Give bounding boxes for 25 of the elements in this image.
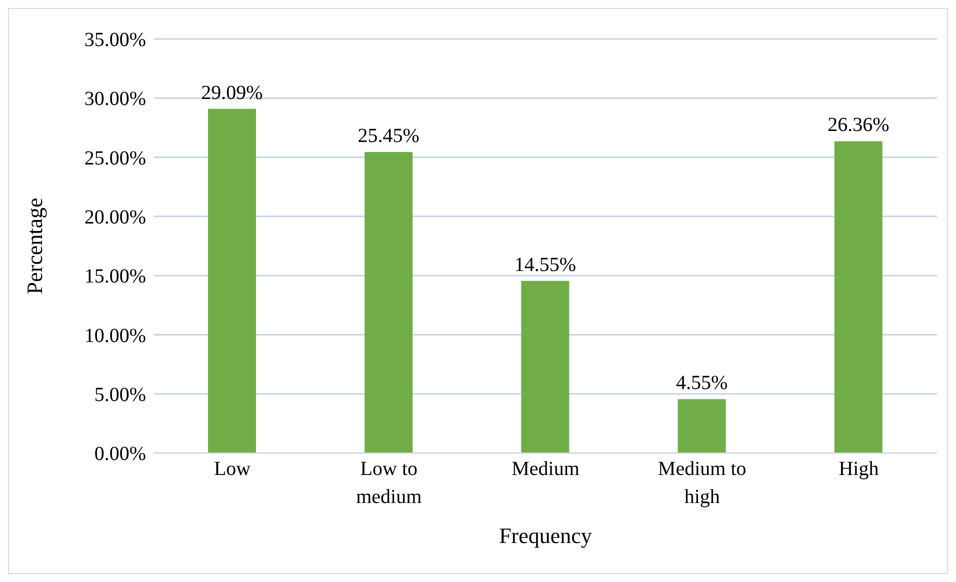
bar bbox=[208, 108, 256, 453]
data-label: 14.55% bbox=[514, 254, 576, 276]
x-tick-label: Medium to high bbox=[658, 458, 746, 508]
y-tick-label: 10.00% bbox=[84, 324, 146, 347]
x-tick-label: Low to medium bbox=[356, 458, 422, 508]
bar bbox=[364, 152, 413, 453]
y-tick-label: 20.00% bbox=[84, 206, 146, 229]
x-tick-label: Medium bbox=[512, 458, 580, 480]
y-tick-label: 5.00% bbox=[94, 384, 146, 406]
y-tick-label: 30.00% bbox=[84, 88, 146, 110]
data-label: 4.55% bbox=[676, 372, 728, 394]
bar bbox=[678, 399, 726, 453]
y-tick-label: 0.00% bbox=[94, 443, 146, 466]
x-tick-label: High bbox=[838, 458, 879, 480]
bar bbox=[521, 280, 570, 453]
y-tick-label: 15.00% bbox=[84, 266, 146, 288]
x-axis-title: Frequency bbox=[499, 523, 592, 548]
data-label: 29.09% bbox=[201, 82, 263, 104]
y-tick-label: 25.00% bbox=[84, 147, 146, 170]
bar bbox=[834, 141, 882, 453]
x-tick-label: Low bbox=[214, 458, 252, 480]
y-axis-title: Percentage bbox=[22, 198, 47, 294]
data-label: 26.36% bbox=[828, 114, 890, 136]
data-label: 25.45% bbox=[358, 124, 420, 147]
y-tick-label: 35.00% bbox=[84, 29, 146, 52]
